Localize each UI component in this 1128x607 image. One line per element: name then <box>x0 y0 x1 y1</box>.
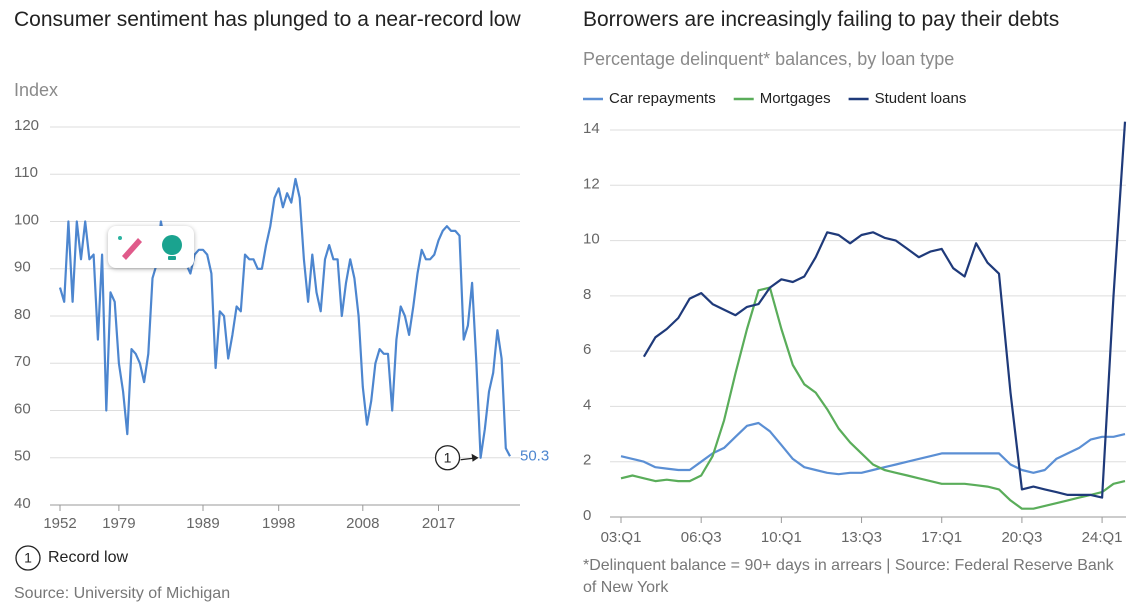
y-tick-label: 70 <box>14 353 31 370</box>
chart-title: Consumer sentiment has plunged to a near… <box>14 8 521 31</box>
x-tick-label: 24:Q1 <box>1082 529 1123 546</box>
x-tick-label: 17:Q1 <box>921 529 962 546</box>
chart-subtitle: Percentage delinquent* balances, by loan… <box>583 49 955 69</box>
y-tick-label: 100 <box>14 211 39 228</box>
x-tick-label: 20:Q3 <box>1001 529 1042 546</box>
y-tick-label: 10 <box>583 231 600 248</box>
y-tick-label: 60 <box>14 400 31 417</box>
y-tick-label: 8 <box>583 286 591 303</box>
y-tick-label: 50 <box>14 448 31 465</box>
x-tick-label: 1979 <box>102 515 135 532</box>
x-tick-label: 13:Q3 <box>841 529 882 546</box>
data-line <box>58 177 511 459</box>
toolbar-icons <box>118 235 182 260</box>
chart-title: Borrowers are increasingly failing to pa… <box>583 8 1060 31</box>
y-tick-label: 0 <box>583 507 591 524</box>
x-tick-label: 10:Q1 <box>761 529 802 546</box>
y-tick-label: 6 <box>583 341 591 358</box>
source: *Delinquent balance = 90+ days in arrear… <box>583 557 1114 596</box>
annotation-marker <box>15 545 41 571</box>
y-tick-label: 4 <box>583 396 591 413</box>
floating-toolbar[interactable] <box>108 226 194 268</box>
y-tick-label: 110 <box>14 164 38 181</box>
y-tick-label: 12 <box>583 175 600 192</box>
y-tick-label: 14 <box>583 120 600 137</box>
legend-label: Mortgages <box>760 90 831 107</box>
y-tick-label: 120 <box>14 117 39 134</box>
x-tick-label: 03:Q1 <box>601 529 642 546</box>
y-tick-label: 80 <box>14 306 31 323</box>
sparkle <box>118 236 122 240</box>
x-tick-label: 1989 <box>186 515 219 532</box>
y-tick-label: 90 <box>14 259 31 276</box>
annotation-marker-label: 1 <box>444 449 452 465</box>
x-tick-label: 1952 <box>43 515 76 532</box>
annotation-arrowhead <box>471 453 479 462</box>
idea-icon[interactable] <box>162 235 182 255</box>
y-tick-label: 2 <box>583 452 591 469</box>
end-value-label: 50.3 <box>520 447 549 464</box>
x-tick-label: 1998 <box>262 515 295 532</box>
annotation-marker-label: 1 <box>24 550 32 566</box>
annotation-marker <box>434 445 461 471</box>
x-tick-label: 2008 <box>346 515 379 532</box>
source: Source: University of Michigan <box>14 585 231 602</box>
y-tick-label: 40 <box>14 495 31 512</box>
x-tick-label: 06:Q3 <box>681 529 722 546</box>
data-line <box>642 121 1127 499</box>
annotation-text: Record low <box>48 549 128 566</box>
data-line <box>620 421 1126 476</box>
data-line <box>620 286 1126 510</box>
bulb-base <box>168 256 176 260</box>
y-axis-label: Index <box>14 80 59 100</box>
legend-label: Car repayments <box>609 90 716 107</box>
legend-label: Student loans <box>875 90 967 107</box>
x-tick-label: 2017 <box>422 515 455 532</box>
pencil-icon[interactable] <box>122 238 142 260</box>
